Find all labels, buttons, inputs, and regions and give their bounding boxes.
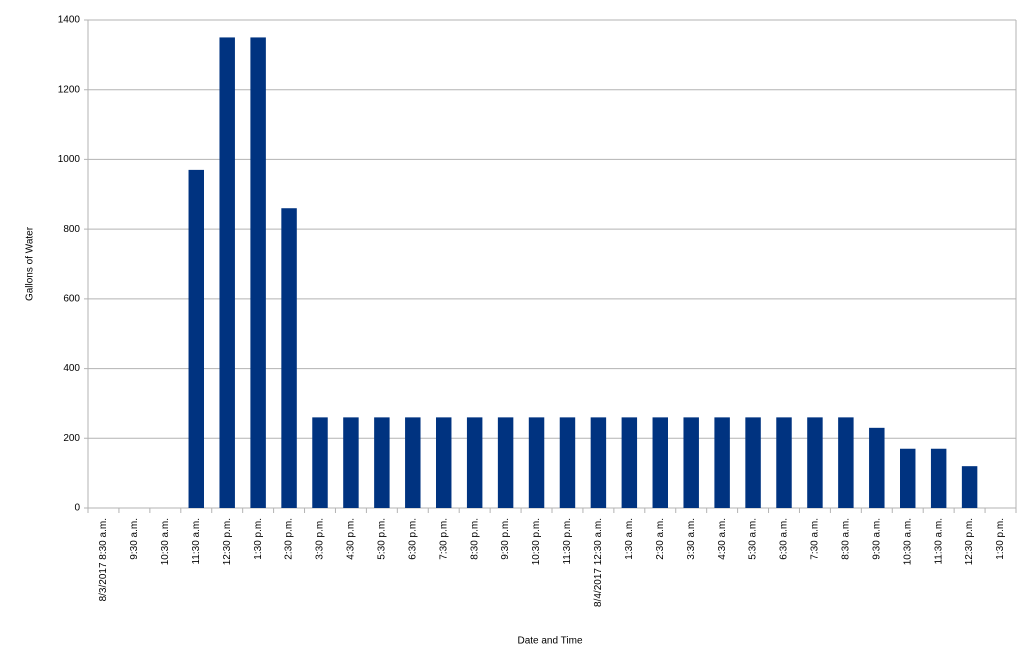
x-tick-label: 6:30 p.m. [407, 518, 418, 560]
bar [312, 417, 328, 508]
x-tick-label: 10:30 a.m. [160, 518, 171, 565]
bar [374, 417, 390, 508]
x-tick-label: 9:30 p.m. [500, 518, 511, 560]
bar [652, 417, 668, 508]
x-tick-label: 8/4/2017 12:30 a.m. [593, 518, 604, 607]
x-tick-label: 12:30 p.m. [222, 518, 233, 565]
bar [219, 37, 235, 509]
x-tick-label: 4:30 a.m. [717, 518, 728, 560]
x-tick-label: 8:30 p.m. [469, 518, 480, 560]
y-tick-label: 400 [63, 363, 80, 374]
x-tick-label: 11:30 a.m. [191, 518, 202, 565]
y-tick-label: 1000 [58, 154, 81, 165]
x-tick-label: 4:30 p.m. [346, 518, 357, 560]
x-tick-label: 6:30 a.m. [779, 518, 790, 560]
bar [930, 448, 947, 508]
bar [745, 417, 761, 508]
bar [559, 417, 576, 508]
y-axis-label: Gallons of Water [25, 226, 36, 301]
bar [590, 417, 607, 508]
bar [683, 417, 699, 508]
bar [807, 417, 823, 508]
bar [436, 417, 452, 508]
x-tick-label: 9:30 a.m. [129, 518, 140, 560]
x-tick-label: 3:30 a.m. [686, 518, 697, 560]
x-tick-label: 1:30 p.m. [995, 518, 1006, 560]
x-tick-label: 7:30 a.m. [810, 518, 821, 560]
bar [869, 427, 885, 508]
y-tick-label: 800 [63, 224, 80, 235]
x-tick-label: 5:30 a.m. [748, 518, 759, 560]
y-tick-label: 1200 [58, 84, 81, 95]
x-tick-label: 2:30 p.m. [284, 518, 295, 560]
x-tick-label: 5:30 p.m. [377, 518, 388, 560]
y-tick-label: 600 [63, 293, 80, 304]
x-tick-label: 9:30 a.m. [871, 518, 882, 560]
x-tick-label: 11:30 p.m. [562, 518, 573, 565]
y-tick-label: 1400 [58, 15, 81, 26]
bar [188, 169, 204, 508]
x-tick-label: 1:30 p.m. [253, 518, 264, 560]
x-tick-label: 12:30 p.m. [964, 518, 975, 565]
y-tick-label: 200 [63, 433, 80, 444]
bar [714, 417, 730, 508]
x-tick-label: 7:30 p.m. [438, 518, 449, 560]
x-tick-label: 11:30 a.m. [933, 518, 944, 565]
y-tick-label: 0 [74, 503, 80, 514]
bar [776, 417, 792, 508]
bar [621, 417, 638, 508]
x-tick-label: 1:30 a.m. [624, 518, 635, 560]
bar [497, 417, 514, 508]
x-tick-label: 8/3/2017 8:30 a.m. [98, 518, 109, 601]
bar [281, 208, 297, 508]
x-axis-label: Date and Time [517, 636, 582, 647]
bar [250, 37, 266, 509]
x-tick-label: 8:30 a.m. [841, 518, 852, 560]
x-tick-label: 3:30 p.m. [315, 518, 326, 560]
bar [466, 417, 483, 508]
bar [961, 466, 978, 508]
bar [900, 448, 916, 508]
bar [838, 417, 854, 508]
x-tick-label: 2:30 a.m. [655, 518, 666, 560]
x-tick-label: 10:30 a.m. [902, 518, 913, 565]
bar [343, 417, 359, 508]
bar [405, 417, 421, 508]
bar [528, 417, 545, 508]
x-tick-label: 10:30 p.m. [531, 518, 542, 565]
